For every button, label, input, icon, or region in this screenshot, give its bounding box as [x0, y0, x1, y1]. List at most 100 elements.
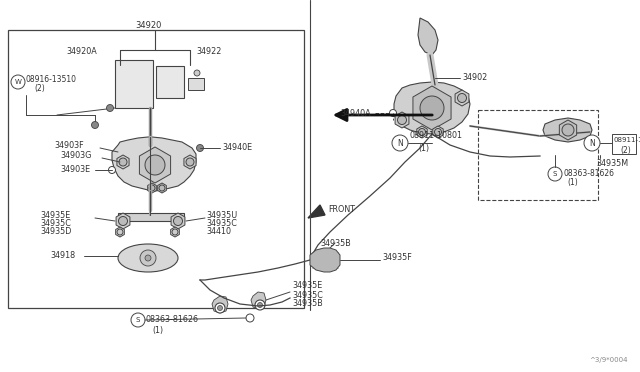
- Polygon shape: [112, 137, 196, 191]
- Text: 34922: 34922: [196, 48, 221, 57]
- Polygon shape: [418, 18, 438, 55]
- Text: 08363-81626: 08363-81626: [563, 170, 614, 179]
- Circle shape: [419, 128, 426, 135]
- Text: FRONT: FRONT: [328, 205, 355, 215]
- Text: N: N: [589, 138, 595, 148]
- Text: 34920: 34920: [135, 22, 161, 31]
- Circle shape: [392, 135, 408, 151]
- Polygon shape: [171, 213, 185, 229]
- Polygon shape: [559, 120, 577, 140]
- Text: 34920A: 34920A: [67, 48, 97, 57]
- Circle shape: [196, 144, 204, 151]
- Circle shape: [92, 122, 99, 128]
- Text: 34935M: 34935M: [596, 160, 628, 169]
- Text: 08916-13510: 08916-13510: [26, 76, 77, 84]
- Bar: [478, 110, 598, 200]
- Bar: [612, 134, 636, 154]
- Polygon shape: [117, 155, 129, 169]
- Circle shape: [145, 255, 151, 261]
- Circle shape: [255, 300, 265, 310]
- Text: 34935C: 34935C: [292, 291, 323, 299]
- Circle shape: [186, 158, 194, 166]
- Text: W: W: [15, 79, 21, 85]
- Polygon shape: [395, 112, 409, 128]
- Text: 08911-10801: 08911-10801: [410, 131, 463, 141]
- Text: 34935C: 34935C: [206, 219, 237, 228]
- Circle shape: [106, 105, 113, 112]
- Polygon shape: [455, 90, 469, 106]
- Circle shape: [118, 217, 127, 225]
- Polygon shape: [212, 296, 228, 313]
- Text: 34940A: 34940A: [340, 109, 371, 118]
- Polygon shape: [116, 227, 124, 237]
- Text: 34935D: 34935D: [40, 228, 72, 237]
- Circle shape: [435, 128, 442, 135]
- Text: (1): (1): [152, 326, 163, 334]
- Circle shape: [390, 109, 397, 116]
- Text: S: S: [553, 171, 557, 177]
- Polygon shape: [140, 147, 171, 183]
- Circle shape: [194, 70, 200, 76]
- Text: (1): (1): [567, 179, 578, 187]
- Circle shape: [584, 135, 600, 151]
- Text: 34902: 34902: [462, 74, 487, 83]
- Bar: [118, 213, 184, 221]
- Text: (1): (1): [418, 144, 429, 153]
- Circle shape: [397, 115, 406, 125]
- Polygon shape: [116, 213, 130, 229]
- Bar: [8, 30, 304, 308]
- Text: ^3/9*0004: ^3/9*0004: [589, 357, 628, 363]
- Text: 34903F: 34903F: [54, 141, 84, 150]
- Polygon shape: [171, 227, 179, 237]
- Bar: [115, 60, 153, 108]
- Circle shape: [117, 229, 123, 235]
- Circle shape: [458, 93, 467, 103]
- Polygon shape: [310, 248, 340, 272]
- Text: 34935B: 34935B: [292, 299, 323, 308]
- Text: 34410: 34410: [206, 228, 231, 237]
- Circle shape: [420, 96, 444, 120]
- Polygon shape: [433, 126, 443, 138]
- Polygon shape: [157, 183, 166, 193]
- Text: S: S: [136, 317, 140, 323]
- Text: (2): (2): [34, 84, 45, 93]
- Circle shape: [145, 155, 165, 175]
- Circle shape: [131, 313, 145, 327]
- Text: 34935E: 34935E: [292, 282, 323, 291]
- Polygon shape: [308, 205, 325, 218]
- Circle shape: [257, 302, 262, 308]
- Circle shape: [109, 167, 115, 173]
- Circle shape: [140, 250, 156, 266]
- Polygon shape: [394, 82, 470, 134]
- Polygon shape: [413, 86, 451, 130]
- Polygon shape: [148, 183, 156, 193]
- Text: 34940E: 34940E: [222, 144, 252, 153]
- Ellipse shape: [118, 244, 178, 272]
- Circle shape: [173, 217, 182, 225]
- Text: 34935E: 34935E: [40, 212, 70, 221]
- Circle shape: [218, 305, 223, 311]
- Circle shape: [11, 75, 25, 89]
- Circle shape: [149, 185, 155, 191]
- Circle shape: [119, 158, 127, 166]
- Text: 34935C: 34935C: [40, 219, 71, 228]
- Text: 08911-1082A: 08911-1082A: [614, 137, 640, 143]
- Text: N: N: [397, 138, 403, 148]
- Text: 34935F: 34935F: [382, 253, 412, 263]
- Circle shape: [562, 124, 574, 136]
- Text: 34918: 34918: [50, 251, 75, 260]
- Circle shape: [215, 303, 225, 313]
- Polygon shape: [417, 126, 427, 138]
- Bar: [188, 78, 204, 90]
- Circle shape: [172, 229, 178, 235]
- Bar: [156, 66, 184, 98]
- Text: 34935U: 34935U: [206, 212, 237, 221]
- Polygon shape: [184, 155, 196, 169]
- Polygon shape: [251, 292, 266, 309]
- Text: (2): (2): [620, 145, 631, 154]
- Text: 08363-81626: 08363-81626: [146, 315, 199, 324]
- Text: 34935B: 34935B: [320, 238, 351, 247]
- Circle shape: [246, 314, 254, 322]
- Polygon shape: [543, 118, 592, 142]
- Text: 34903G: 34903G: [60, 151, 92, 160]
